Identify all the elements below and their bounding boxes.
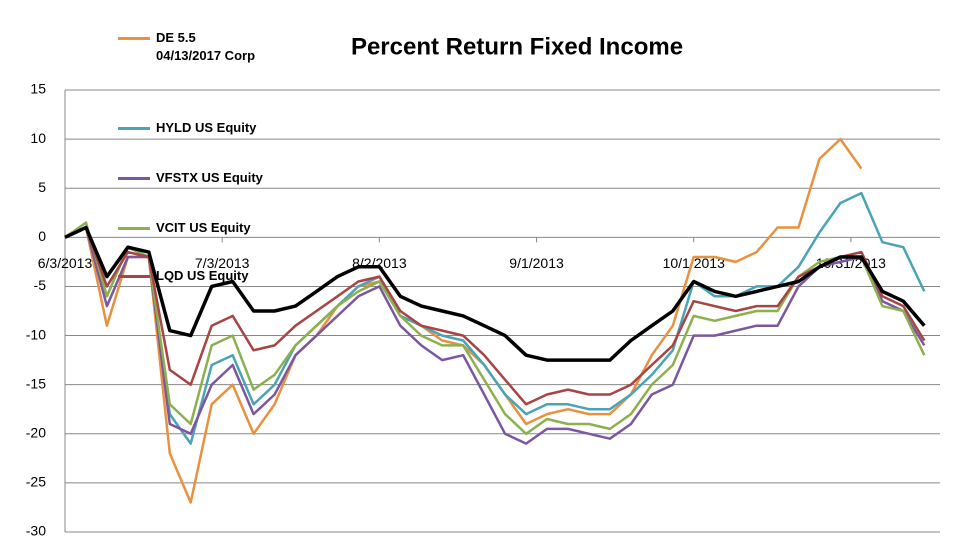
x-tick-label: 7/3/2013 <box>195 255 250 271</box>
y-tick-label: 0 <box>38 228 46 244</box>
legend-swatch <box>118 227 150 230</box>
legend-label: LQD US Equity <box>156 268 249 283</box>
series-line <box>64 137 863 504</box>
legend-entry: HYLD US Equity <box>118 119 256 137</box>
series-line <box>64 226 926 445</box>
chart-title: Percent Return Fixed Income <box>351 33 683 60</box>
series-line <box>64 226 926 406</box>
x-tick-label: 9/1/2013 <box>509 255 564 271</box>
y-tick-label: -20 <box>26 424 46 440</box>
legend-swatch <box>118 275 150 278</box>
legend-swatch <box>118 177 150 180</box>
y-tick-label: -5 <box>34 277 47 293</box>
legend-label: VCIT US Equity <box>156 220 251 235</box>
y-tick-label: 15 <box>30 81 46 97</box>
series-line <box>64 221 926 436</box>
legend-entry: VFSTX US Equity <box>118 169 263 187</box>
y-tick-label: 5 <box>38 179 46 195</box>
legend-label: HYLD US Equity <box>156 120 257 135</box>
x-tick-label: 10/1/2013 <box>663 255 725 271</box>
y-tick-label: -10 <box>26 326 46 342</box>
y-tick-label: -30 <box>26 523 46 539</box>
legend-entry: VCIT US Equity <box>118 219 251 237</box>
legend-swatch <box>118 127 150 130</box>
y-tick-label: -15 <box>26 375 46 391</box>
y-tick-label: -25 <box>26 474 46 490</box>
x-tick-label: 6/3/2013 <box>38 255 93 271</box>
legend-label: VFSTX US Equity <box>156 170 263 185</box>
y-tick-label: 10 <box>30 130 46 146</box>
series-line <box>64 191 926 445</box>
legend-entry: LQD US Equity <box>118 267 248 285</box>
series-line <box>64 225 926 362</box>
legend-swatch <box>118 37 150 40</box>
legend-entry: DE 5.5 04/13/2017 Corp <box>118 29 255 65</box>
legend-label: DE 5.5 04/13/2017 Corp <box>156 30 256 63</box>
